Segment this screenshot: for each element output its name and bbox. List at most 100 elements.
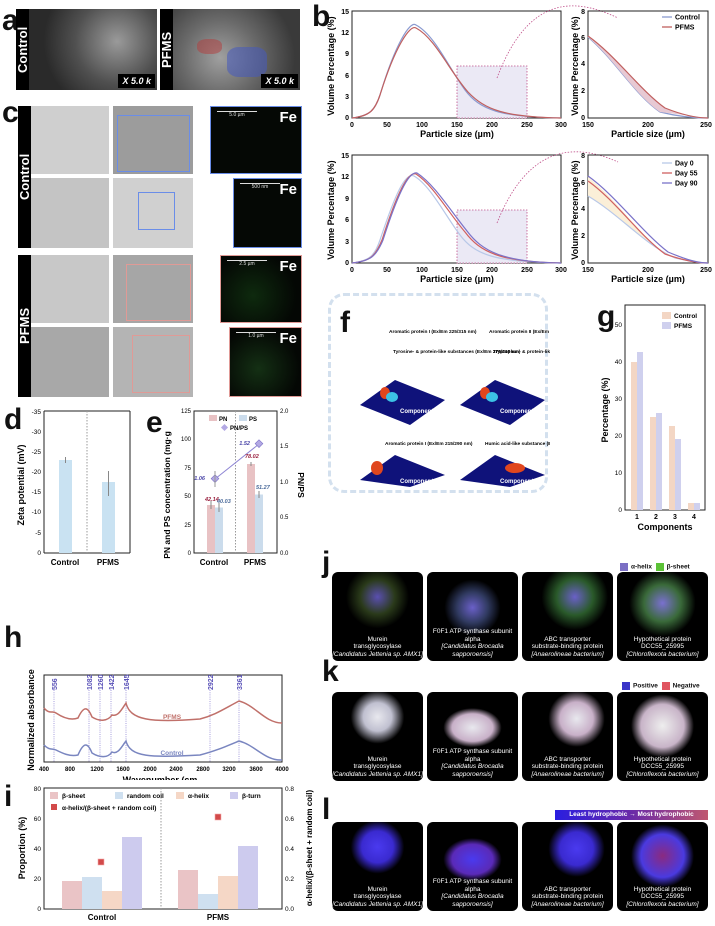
svg-text:Aromatic protein II (Ex/Em 220: Aromatic protein II (Ex/Em 220/345) (489, 329, 550, 335)
red-highlight-region (197, 39, 222, 54)
svg-text:6: 6 (345, 217, 349, 224)
svg-text:0: 0 (37, 906, 41, 913)
svg-text:Humic acid-like substance (Ex/: Humic acid-like substance (Ex/Em 265/445… (485, 441, 550, 447)
chart-e-pn-ps: 1.06 1.52 42.14 40.03 78.02 51.27 0 25 50 7… (162, 409, 305, 567)
sem-image-pfms: X 5.0 k (167, 9, 300, 90)
svg-text:60: 60 (34, 816, 42, 823)
svg-text:PN and PS concentration (mg·g: PN and PS concentration (mg·g (162, 431, 172, 559)
protein-k-4: Hypothetical protein DCC55_25995 [Chlorofl… (617, 692, 708, 781)
svg-text:β-sheet: β-sheet (62, 793, 86, 800)
svg-text:9: 9 (345, 196, 349, 203)
legend-label: β-sheet (666, 563, 690, 571)
svg-text:12: 12 (341, 30, 349, 37)
svg-text:6: 6 (581, 35, 585, 42)
svg-text:-35: -35 (32, 409, 42, 416)
svg-text:Proportion (%): Proportion (%) (17, 817, 27, 880)
panel-label-f: f (340, 306, 350, 339)
fe-map-control-2: 500 nm Fe (233, 178, 302, 248)
svg-text:2922: 2922 (208, 674, 215, 690)
svg-text:200: 200 (486, 122, 498, 129)
svg-text:Control: Control (88, 913, 116, 922)
svg-text:0: 0 (345, 115, 349, 122)
beta-sheet-swatch (655, 563, 664, 571)
protein-j-1: Murein transglycosylase [Candidatus Jetten… (332, 572, 423, 661)
svg-text:9: 9 (345, 51, 349, 58)
svg-text:Control: Control (674, 313, 697, 320)
svg-text:8: 8 (581, 153, 585, 160)
svg-text:Control: Control (51, 558, 79, 567)
svg-text:100: 100 (181, 437, 192, 443)
svg-text:100: 100 (416, 122, 428, 129)
panel-f-frame (328, 293, 548, 493)
svg-text:Control: Control (160, 750, 183, 757)
svg-text:1.0: 1.0 (280, 480, 289, 486)
svg-text:0: 0 (350, 267, 354, 274)
tem-tag-pfms: PFMS (17, 255, 32, 397)
fe-map-pfms-1: 2.5 µm Fe (220, 255, 302, 323)
tem-pfms-1-zoom (113, 255, 193, 323)
svg-text:6: 6 (345, 73, 349, 80)
chart-g-components: 0 10 20 30 40 50 1 2 3 4 Components Percentage (… (600, 304, 706, 532)
component-4: Component 4 Humic acid-like substance (E… (460, 441, 550, 487)
svg-text:300: 300 (555, 267, 567, 274)
svg-text:Wavenumber (cm: Wavenumber (cm (123, 775, 198, 780)
svg-text:PFMS: PFMS (97, 558, 120, 567)
svg-text:2: 2 (581, 233, 585, 240)
svg-text:1.52: 1.52 (239, 441, 250, 447)
svg-text:Particle size (µm): Particle size (µm) (420, 274, 494, 284)
chart-b-bottom-zoom: 0 2 4 6 8 150 200 250 Particle size (µm) Volum… (570, 153, 712, 284)
svg-text:α-helix: α-helix (188, 793, 209, 800)
fe-map-control-1: 5.0 µm Fe (210, 106, 302, 174)
svg-text:4: 4 (581, 206, 585, 213)
svg-text:42.14: 42.14 (204, 497, 219, 503)
svg-text:Control: Control (675, 15, 700, 22)
svg-text:150: 150 (582, 267, 594, 274)
svg-text:250: 250 (700, 267, 712, 274)
scale-bar: 1.0 µm (236, 332, 276, 339)
svg-text:2800: 2800 (196, 767, 210, 773)
svg-text:Day 0: Day 0 (675, 161, 694, 168)
zoom-box (138, 192, 175, 230)
svg-text:80: 80 (34, 786, 42, 793)
panel-label-b: b (312, 0, 331, 33)
protein-k-3: ABC transporter substrate-binding protein… (522, 692, 613, 781)
svg-text:Component 3: Component 3 (400, 479, 439, 485)
svg-text:3: 3 (673, 514, 677, 521)
svg-text:Particle size (µm): Particle size (µm) (611, 274, 685, 284)
svg-text:Particle size (µm): Particle size (µm) (611, 129, 685, 139)
svg-text:0: 0 (581, 260, 585, 267)
svg-text:Day 90: Day 90 (675, 181, 698, 188)
scale-bar: 500 nm (240, 183, 280, 190)
svg-text:200: 200 (642, 267, 654, 274)
svg-text:-30: -30 (32, 429, 42, 436)
component-2: Component 2 Aromatic protein II (Ex/Em 2… (460, 329, 550, 425)
svg-text:12: 12 (341, 174, 349, 181)
svg-text:Component 2: Component 2 (500, 409, 539, 415)
svg-text:50: 50 (184, 494, 191, 500)
zoom-box (117, 115, 190, 172)
protein-k-2: F0F1 ATP synthase subunit alpha [Candidat… (427, 692, 518, 781)
svg-text:6: 6 (581, 180, 585, 187)
svg-text:PN: PN (219, 417, 227, 423)
svg-text:40: 40 (34, 846, 42, 853)
svg-text:PFMS: PFMS (674, 323, 693, 330)
svg-text:20: 20 (34, 876, 42, 883)
svg-text:25: 25 (184, 523, 191, 529)
svg-text:-25: -25 (32, 449, 42, 456)
tem-control-1-overview (31, 106, 109, 174)
component-1: Component 1 Aromatic protein I (Ex/Em 22… (360, 329, 521, 425)
svg-text:Aromatic protein I (Ex/Em 225/: Aromatic protein I (Ex/Em 225/315 nm) (389, 329, 477, 335)
protein-j-3: ABC transporter substrate-binding protein… (522, 572, 613, 661)
svg-text:100: 100 (416, 267, 428, 274)
protein-l-1: Murein transglycosylase [Candidatus Jetten… (332, 822, 423, 911)
svg-text:2000: 2000 (143, 767, 157, 773)
svg-text:Component 1: Component 1 (400, 409, 439, 415)
fe-label: Fe (279, 181, 297, 198)
svg-text:30: 30 (615, 396, 623, 403)
svg-text:random coil: random coil (127, 793, 164, 800)
svg-text:3: 3 (345, 239, 349, 246)
svg-text:0: 0 (37, 550, 41, 557)
svg-text:0.2: 0.2 (285, 876, 294, 883)
svg-text:1.06: 1.06 (194, 476, 206, 482)
magnification-label: X 5.0 k (118, 74, 155, 88)
